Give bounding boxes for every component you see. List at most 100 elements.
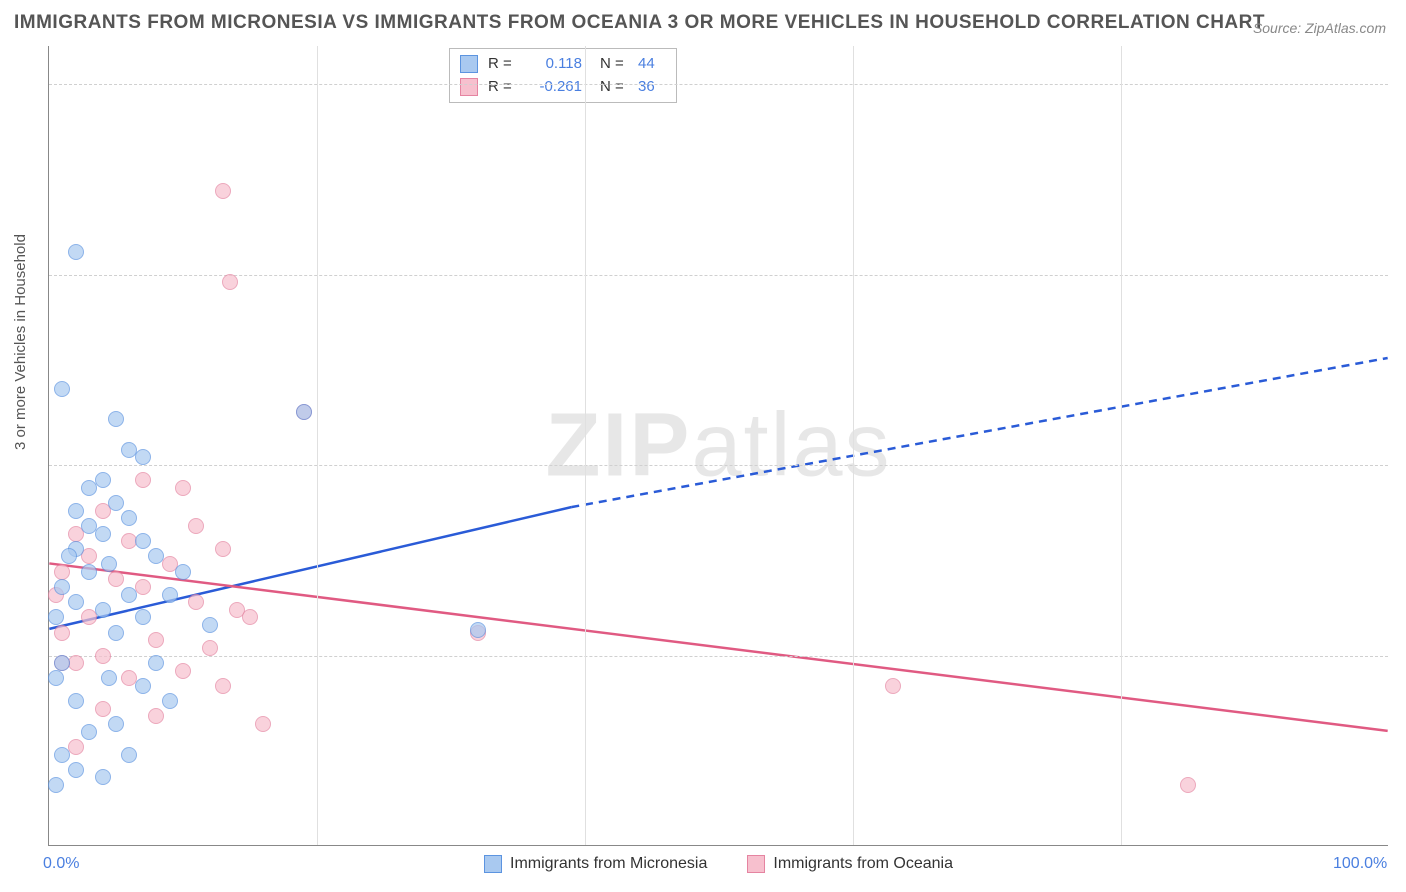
point-oceania xyxy=(188,594,204,610)
point-micronesia xyxy=(135,449,151,465)
point-oceania xyxy=(215,541,231,557)
point-micronesia xyxy=(202,617,218,633)
point-micronesia xyxy=(68,762,84,778)
series-legend: Immigrants from Micronesia Immigrants fr… xyxy=(49,855,1388,873)
point-micronesia xyxy=(101,670,117,686)
point-micronesia xyxy=(48,777,64,793)
point-oceania xyxy=(148,632,164,648)
n-label: N = xyxy=(600,76,628,99)
point-micronesia xyxy=(121,510,137,526)
point-micronesia xyxy=(148,655,164,671)
gridline-h xyxy=(49,465,1388,466)
gridline-h xyxy=(49,275,1388,276)
point-micronesia xyxy=(54,579,70,595)
gridline-v xyxy=(1121,46,1122,845)
point-micronesia xyxy=(162,587,178,603)
point-micronesia xyxy=(54,655,70,671)
point-oceania xyxy=(135,472,151,488)
gridline-v xyxy=(317,46,318,845)
n-value: 44 xyxy=(638,53,666,76)
legend-item-b: Immigrants from Oceania xyxy=(747,855,953,873)
point-micronesia xyxy=(68,244,84,260)
point-micronesia xyxy=(81,724,97,740)
point-micronesia xyxy=(135,533,151,549)
point-oceania xyxy=(54,564,70,580)
watermark: ZIPatlas xyxy=(545,394,891,497)
point-oceania xyxy=(188,518,204,534)
gridline-h xyxy=(49,656,1388,657)
point-micronesia xyxy=(95,526,111,542)
point-oceania xyxy=(1180,777,1196,793)
point-oceania xyxy=(222,274,238,290)
point-micronesia xyxy=(108,495,124,511)
r-label: R = xyxy=(488,53,516,76)
point-micronesia xyxy=(54,381,70,397)
swatch-b xyxy=(460,78,478,96)
swatch-b xyxy=(747,855,765,873)
x-tick-label: 0.0% xyxy=(43,855,79,873)
point-micronesia xyxy=(108,716,124,732)
correlation-legend: R = 0.118 N = 44 R = -0.261 N = 36 xyxy=(449,48,677,103)
point-oceania xyxy=(148,708,164,724)
n-value: 36 xyxy=(638,76,666,99)
point-micronesia xyxy=(48,609,64,625)
point-micronesia xyxy=(101,556,117,572)
y-tick-label: 47.5% xyxy=(1398,266,1406,284)
point-micronesia xyxy=(61,548,77,564)
point-oceania xyxy=(175,663,191,679)
trend-lines xyxy=(49,46,1388,845)
n-label: N = xyxy=(600,53,628,76)
point-micronesia xyxy=(108,625,124,641)
point-micronesia xyxy=(68,594,84,610)
legend-label: Immigrants from Micronesia xyxy=(510,855,707,873)
point-micronesia xyxy=(121,747,137,763)
y-tick-label: 60.0% xyxy=(1398,75,1406,93)
r-label: R = xyxy=(488,76,516,99)
legend-row-b: R = -0.261 N = 36 xyxy=(460,76,666,99)
chart-title: IMMIGRANTS FROM MICRONESIA VS IMMIGRANTS… xyxy=(14,12,1265,34)
gridline-v xyxy=(585,46,586,845)
point-oceania xyxy=(54,625,70,641)
point-micronesia xyxy=(81,480,97,496)
point-oceania xyxy=(242,609,258,625)
point-micronesia xyxy=(135,609,151,625)
x-tick-label: 100.0% xyxy=(1333,855,1387,873)
point-oceania xyxy=(255,716,271,732)
point-micronesia xyxy=(68,693,84,709)
legend-row-a: R = 0.118 N = 44 xyxy=(460,53,666,76)
source-attribution: Source: ZipAtlas.com xyxy=(1253,20,1386,36)
point-micronesia xyxy=(162,693,178,709)
point-oceania xyxy=(175,480,191,496)
gridline-v xyxy=(853,46,854,845)
scatter-plot: ZIPatlas R = 0.118 N = 44 R = -0.261 N =… xyxy=(48,46,1388,846)
point-micronesia xyxy=(470,622,486,638)
point-oceania xyxy=(81,548,97,564)
point-oceania xyxy=(202,640,218,656)
point-micronesia xyxy=(68,503,84,519)
r-value: 0.118 xyxy=(526,53,582,76)
point-oceania xyxy=(885,678,901,694)
point-micronesia xyxy=(108,411,124,427)
y-axis-label: 3 or more Vehicles in Household xyxy=(12,234,29,450)
point-oceania xyxy=(108,571,124,587)
gridline-h xyxy=(49,84,1388,85)
point-micronesia xyxy=(81,564,97,580)
point-micronesia xyxy=(95,602,111,618)
point-oceania xyxy=(215,183,231,199)
point-micronesia xyxy=(48,670,64,686)
y-tick-label: 22.5% xyxy=(1398,647,1406,665)
point-micronesia xyxy=(296,404,312,420)
point-micronesia xyxy=(135,678,151,694)
y-tick-label: 35.0% xyxy=(1398,456,1406,474)
point-oceania xyxy=(95,648,111,664)
point-micronesia xyxy=(121,587,137,603)
point-oceania xyxy=(215,678,231,694)
legend-label: Immigrants from Oceania xyxy=(773,855,953,873)
r-value: -0.261 xyxy=(526,76,582,99)
point-micronesia xyxy=(95,769,111,785)
swatch-a xyxy=(484,855,502,873)
legend-item-a: Immigrants from Micronesia xyxy=(484,855,707,873)
point-oceania xyxy=(95,701,111,717)
point-micronesia xyxy=(175,564,191,580)
point-micronesia xyxy=(54,747,70,763)
